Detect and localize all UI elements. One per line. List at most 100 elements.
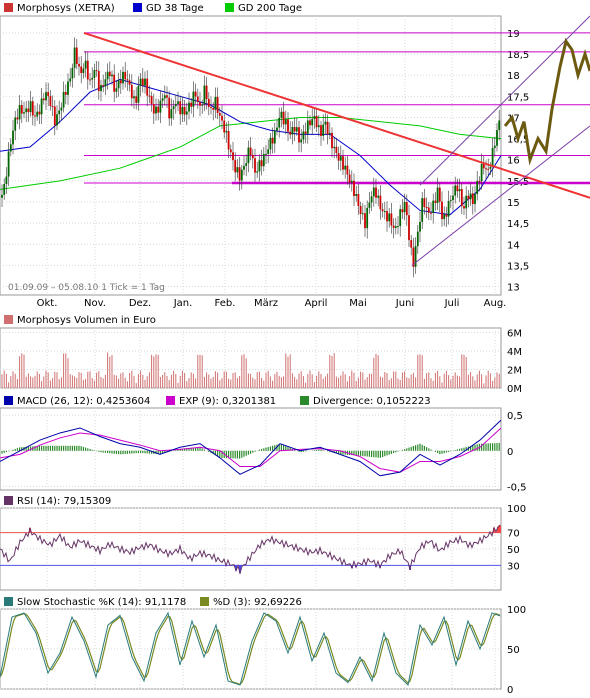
candle-body (498, 120, 501, 131)
rsi-y-tick: 100 (507, 504, 526, 515)
candle-body (179, 101, 182, 115)
candle-body (82, 68, 85, 74)
legend-swatch-divergence (300, 396, 309, 405)
candle-body (414, 246, 417, 267)
candle-body (31, 101, 34, 116)
candle-body (12, 130, 14, 145)
candle-body (106, 71, 109, 80)
candle-body (293, 127, 296, 132)
candle-body (458, 189, 461, 192)
candle-body (216, 96, 219, 113)
candle-body (452, 195, 454, 201)
legend-swatch-price (4, 3, 13, 12)
candle-body (311, 118, 314, 126)
candle-body (64, 91, 67, 95)
candle-body (177, 101, 179, 104)
candle-body (56, 114, 58, 126)
legend-gd38: GD 38 Tage (146, 3, 204, 14)
price-y-tick: 16 (507, 156, 520, 167)
candle-body (49, 96, 52, 107)
channel-lower-line (411, 125, 590, 266)
candle-body (471, 193, 474, 205)
candle-body (60, 107, 63, 111)
candle-body (265, 153, 267, 155)
candle-body (388, 213, 391, 222)
candle-body (51, 106, 54, 108)
candle-body (214, 96, 217, 110)
candle-body (487, 168, 490, 170)
legend-swatch-macd (4, 396, 13, 405)
candle-body (449, 200, 452, 202)
candle-body (375, 187, 377, 198)
candle-body (104, 79, 107, 87)
candle-body (423, 198, 426, 207)
candle-body (240, 169, 243, 181)
candle-body (399, 209, 402, 227)
gd38-line (0, 78, 502, 216)
candle-body (232, 152, 234, 161)
exp-line (0, 427, 502, 473)
candle-body (234, 160, 237, 173)
candle-body (78, 63, 80, 67)
legend-exp: EXP (9): 0,3201381 (179, 396, 276, 407)
candle-body (480, 163, 483, 182)
candle-body (454, 185, 457, 196)
candle-body (199, 102, 201, 106)
legend-swatch-gd200 (225, 3, 234, 12)
candle-body (313, 115, 316, 119)
candle-body (135, 96, 138, 103)
candle-body (331, 132, 333, 149)
price-x-tick: Feb. (215, 298, 236, 309)
legend-rsi: RSI (14): 79,15309 (17, 496, 111, 507)
candle-body (408, 215, 410, 241)
candle-body (36, 111, 39, 117)
candle-body (383, 211, 386, 213)
candle-body (276, 127, 278, 131)
candle-body (317, 125, 320, 128)
candle-body (379, 195, 382, 210)
candle-body (357, 194, 360, 206)
candle-body (425, 206, 428, 208)
rsi-y-axis: 30 50 70 100 (507, 504, 526, 572)
price-y-tick: 18,5 (507, 50, 529, 61)
candle-body (69, 78, 72, 82)
candle-body (111, 74, 113, 77)
candle-body (273, 130, 276, 144)
candle-body (183, 106, 186, 115)
candle-body (410, 240, 413, 248)
candle-body (150, 96, 153, 105)
stoch-d-line (0, 613, 501, 686)
candle-body (386, 211, 388, 222)
candle-body (40, 98, 43, 115)
price-y-tick: 15 (507, 198, 520, 209)
candle-body (295, 127, 298, 132)
projection-path (503, 37, 590, 166)
candle-body (306, 120, 309, 134)
candle-body (243, 165, 245, 170)
candle-body (474, 194, 476, 205)
candle-body (394, 226, 397, 228)
candle-body (42, 98, 45, 101)
candle-body (254, 158, 256, 173)
legend-swatch-stoch-d (200, 597, 209, 606)
candle-body (478, 180, 481, 182)
candle-body (267, 149, 270, 154)
candle-body (309, 120, 311, 126)
candle-body (128, 80, 131, 85)
price-x-tick: Juli (444, 298, 460, 309)
candle-body (146, 78, 149, 96)
candle-body (401, 209, 404, 213)
candle-body (324, 121, 327, 125)
macd-y-tick: 0 (507, 447, 513, 458)
candle-body (172, 106, 175, 110)
legend-swatch-gd38 (133, 3, 142, 12)
price-x-tick: Aug. (484, 298, 507, 309)
candle-body (67, 81, 69, 95)
volume-y-tick: 6M (507, 329, 522, 340)
candle-body (377, 195, 380, 198)
candle-body (23, 112, 25, 114)
candle-body (29, 101, 32, 113)
candle-body (163, 95, 166, 99)
candle-body (320, 125, 322, 136)
candle-body (249, 147, 252, 155)
